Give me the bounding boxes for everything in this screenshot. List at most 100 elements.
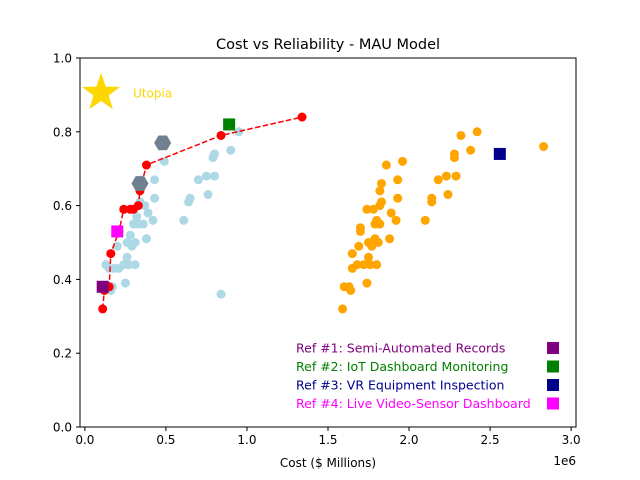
scatter-point-series-2 bbox=[376, 178, 386, 188]
utopia-label: Utopia bbox=[133, 87, 172, 101]
scatter-point-series-2 bbox=[347, 249, 357, 259]
legend-label-ref-1: Ref #1: Semi-Automated Records bbox=[296, 341, 505, 356]
scatter-point-series-1 bbox=[122, 252, 132, 262]
pareto-point bbox=[141, 160, 151, 170]
scatter-point-series-2 bbox=[362, 204, 372, 214]
scatter-point-series-2 bbox=[385, 234, 395, 244]
scatter-point-series-2 bbox=[443, 190, 453, 200]
scatter-point-series-1 bbox=[141, 234, 151, 244]
y-tick-label: 0.0 bbox=[53, 421, 72, 435]
scatter-point-series-1 bbox=[125, 230, 135, 240]
pareto-point bbox=[216, 130, 226, 140]
utopia-star-icon bbox=[82, 73, 121, 110]
x-tick-label: 2.5 bbox=[481, 433, 500, 447]
scatter-point-series-1 bbox=[234, 127, 244, 137]
y-tick-label: 0.2 bbox=[53, 347, 72, 361]
x-axis-label: Cost ($ Millions) bbox=[280, 456, 376, 470]
scatter-point-series-2 bbox=[364, 252, 374, 262]
scatter-point-series-2 bbox=[466, 145, 476, 155]
plot-area: Utopia bbox=[79, 57, 577, 428]
scatter-point-series-1 bbox=[159, 156, 169, 166]
scatter-point-series-1 bbox=[201, 171, 211, 181]
scatter-point-series-1 bbox=[210, 149, 220, 159]
scatter-point-series-1 bbox=[138, 219, 148, 229]
scatter-point-series-2 bbox=[375, 219, 385, 229]
pareto-point bbox=[119, 204, 129, 214]
scatter-point-series-2 bbox=[373, 238, 383, 247]
scatter-point-series-2 bbox=[393, 175, 403, 185]
scatter-point-series-2 bbox=[352, 260, 362, 270]
scatter-point-series-2 bbox=[456, 130, 466, 140]
scatter-point-series-2 bbox=[472, 127, 482, 137]
scatter-point-series-2 bbox=[376, 197, 386, 207]
scatter-point-series-1 bbox=[210, 171, 220, 181]
scatter-point-series-2 bbox=[372, 260, 382, 270]
scatter-point-series-1 bbox=[130, 260, 140, 270]
scatter-point-series-2 bbox=[391, 215, 401, 225]
x-axis-offset: 1e6 bbox=[553, 454, 576, 468]
scatter-point-series-1 bbox=[143, 208, 153, 218]
scatter-point-series-1 bbox=[150, 175, 160, 185]
scatter-point-series-2 bbox=[393, 193, 403, 203]
pareto-point bbox=[133, 201, 143, 211]
y-axis: 0.0 0.2 0.4 0.6 0.8 1.0 bbox=[53, 52, 80, 435]
scatter-point-series-1 bbox=[203, 190, 213, 200]
legend-label-ref-3: Ref #3: VR Equipment Inspection bbox=[296, 378, 504, 393]
scatter-point-series-2 bbox=[539, 142, 549, 152]
scatter-point-series-2 bbox=[433, 175, 443, 185]
legend: Ref #1: Semi-Automated Records Ref #2: Io… bbox=[296, 341, 559, 411]
scatter-point-series-2 bbox=[359, 260, 369, 270]
scatter-point-series-2 bbox=[449, 149, 459, 159]
x-tick-label: 0.0 bbox=[75, 433, 94, 447]
scatter-point-series-1 bbox=[124, 260, 134, 270]
scatter-point-series-2 bbox=[362, 278, 372, 288]
scatter-point-series-2 bbox=[365, 260, 375, 270]
x-tick-label: 1.5 bbox=[318, 433, 337, 447]
chart-title: Cost vs Reliability - MAU Model bbox=[216, 37, 440, 53]
legend-marker-ref-3 bbox=[547, 379, 559, 391]
scatter-point-series-2 bbox=[386, 208, 396, 218]
legend-marker-ref-2 bbox=[547, 360, 559, 373]
scatter-point-series-1 bbox=[130, 238, 140, 247]
scatter-point-series-1 bbox=[185, 193, 195, 203]
scatter-point-series-1 bbox=[226, 145, 236, 155]
scatter-point-series-1 bbox=[132, 212, 142, 222]
scatter-point-series-2 bbox=[420, 215, 430, 225]
reference-marker-3 bbox=[493, 147, 506, 160]
scatter-point-series-1 bbox=[193, 175, 203, 185]
x-axis: 0.0 0.5 1.0 1.5 2.0 2.5 3.0 bbox=[75, 427, 581, 447]
y-tick-label: 0.6 bbox=[53, 199, 72, 213]
scatter-point-series-1 bbox=[150, 193, 160, 203]
x-tick-label: 0.5 bbox=[156, 433, 175, 447]
scatter-point-series-1 bbox=[140, 201, 150, 211]
scatter-point-series-2 bbox=[355, 223, 365, 233]
scatter-point-series-2 bbox=[441, 171, 451, 181]
reference-marker-4 bbox=[111, 225, 124, 238]
y-tick-label: 0.4 bbox=[53, 273, 72, 287]
reference-marker-1 bbox=[96, 280, 109, 293]
scatter-point-series-2 bbox=[338, 304, 348, 314]
scatter-point-series-2 bbox=[381, 160, 391, 170]
pareto-point bbox=[297, 112, 307, 122]
scatter-point-series-2 bbox=[451, 171, 461, 181]
scatter-point-series-2 bbox=[375, 186, 385, 196]
highlight-hexagon bbox=[131, 176, 149, 191]
scatter-point-series-1 bbox=[148, 215, 158, 225]
legend-marker-ref-1 bbox=[547, 342, 559, 354]
scatter-point-series-2 bbox=[398, 156, 408, 166]
pareto-point bbox=[106, 249, 116, 259]
pareto-point bbox=[98, 304, 108, 314]
y-tick-label: 1.0 bbox=[53, 52, 72, 66]
scatter-point-series-2 bbox=[346, 285, 356, 295]
legend-label-ref-2: Ref #2: IoT Dashboard Monitoring bbox=[296, 359, 508, 374]
legend-marker-ref-4 bbox=[547, 397, 559, 410]
legend-label-ref-4: Ref #4: Live Video-Sensor Dashboard bbox=[296, 396, 531, 411]
y-tick-label: 0.8 bbox=[53, 125, 72, 139]
scatter-point-series-2 bbox=[354, 241, 364, 251]
scatter-point-series-1 bbox=[216, 289, 226, 299]
scatter-point-series-1 bbox=[120, 278, 130, 288]
x-tick-label: 1.0 bbox=[237, 433, 256, 447]
x-tick-label: 3.0 bbox=[562, 433, 581, 447]
x-tick-label: 2.0 bbox=[399, 433, 418, 447]
